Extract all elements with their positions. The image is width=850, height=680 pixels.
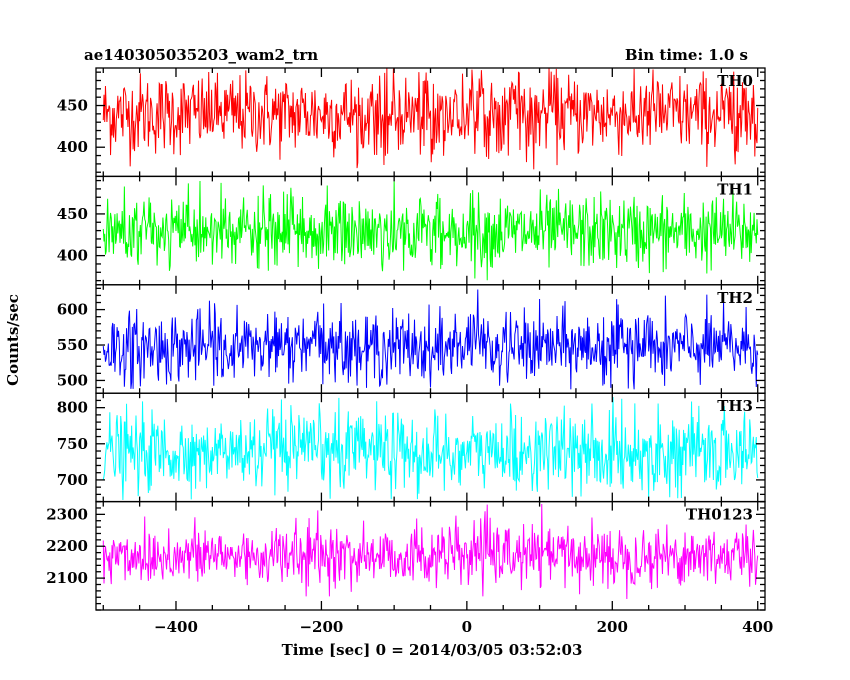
y-tick-label: 400 <box>57 138 88 156</box>
y-tick-label: 400 <box>57 247 88 265</box>
panel-label: TH0123 <box>686 506 753 524</box>
y-tick-label: 800 <box>57 399 88 417</box>
y-tick-label: 450 <box>57 97 88 115</box>
x-axis: −400 −200 0 200 400 <box>154 618 773 636</box>
x-tick-label: −400 <box>154 618 198 636</box>
y-tick-label: 750 <box>57 435 88 453</box>
series-line-th3 <box>102 396 759 500</box>
y-tick-label: 500 <box>57 371 88 389</box>
x-tick-label: 0 <box>462 618 472 636</box>
x-tick-label: −200 <box>299 618 343 636</box>
panel-label: TH1 <box>717 180 753 198</box>
panel-th0: 400 450 TH0 <box>57 67 766 178</box>
y-tick-label: 2200 <box>46 537 88 555</box>
panel-th2: 500 550 600 TH2 <box>57 284 766 394</box>
bin-time-label: Bin time: 1.0 s <box>625 46 748 64</box>
panels: 400 450 TH0 400 450 TH1 500 550 600 TH2 700 750 800 T… <box>46 67 766 611</box>
y-tick-label: 550 <box>57 336 88 354</box>
series-line-th2 <box>102 289 759 390</box>
x-tick-label: 400 <box>742 618 773 636</box>
panel-label: TH0 <box>717 72 753 90</box>
y-tick-label: 700 <box>57 471 88 489</box>
chart-title: ae140305035203_wam2_trn <box>84 46 318 64</box>
series-line-th1 <box>102 181 759 281</box>
panel-label: TH3 <box>717 397 753 415</box>
panel-th1: 400 450 TH1 <box>57 175 766 286</box>
panel-label: TH2 <box>717 289 753 307</box>
x-axis-label: Time [sec] 0 = 2014/03/05 03:52:03 <box>282 641 583 659</box>
y-tick-label: 450 <box>57 205 88 223</box>
y-tick-label: 2100 <box>46 569 88 587</box>
y-tick-label: 2300 <box>46 505 88 523</box>
x-tick-label: 200 <box>597 618 628 636</box>
panel-th0123: 2100 2200 2300 TH0123 <box>46 500 766 611</box>
series-line-th0 <box>102 68 759 170</box>
panel-frame <box>95 175 766 286</box>
series-line-th0123 <box>102 503 759 599</box>
y-axis-label: Counts/sec <box>4 294 22 386</box>
panel-th3: 700 750 800 TH3 <box>57 392 766 503</box>
y-tick-label: 600 <box>57 301 88 319</box>
